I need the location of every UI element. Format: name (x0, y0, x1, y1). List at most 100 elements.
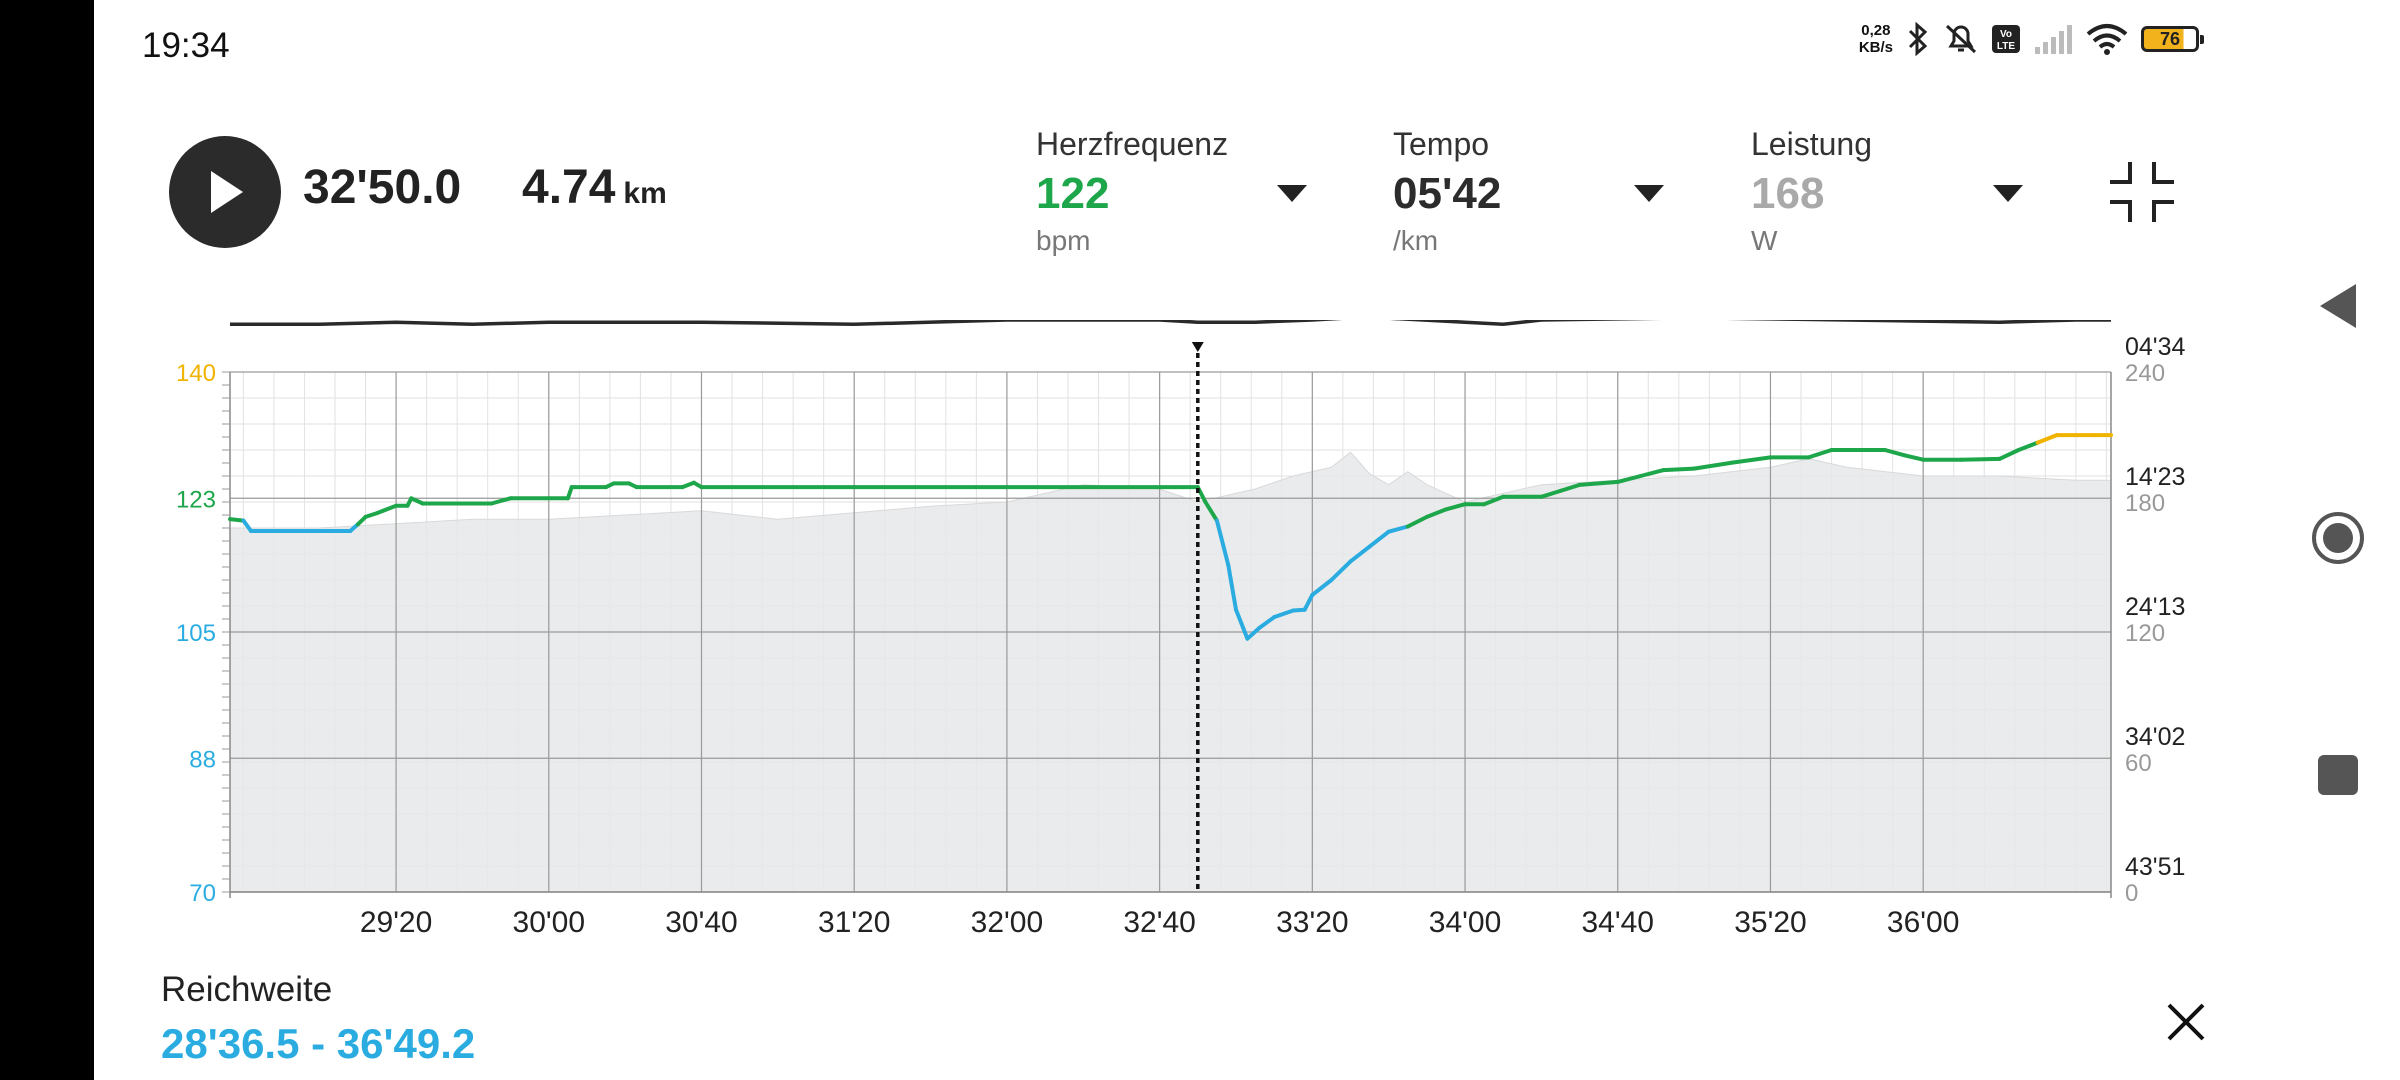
net-speed: 0,28 KB/s (1859, 22, 1893, 56)
android-nav-bar (2274, 0, 2400, 1080)
power-dropdown-icon[interactable] (1993, 185, 2023, 202)
exit-fullscreen-icon[interactable] (2108, 160, 2176, 224)
power-area (229, 451, 2112, 893)
heart-rate-segment (1558, 482, 1582, 493)
heart-rate-segment (241, 518, 253, 533)
status-icons: 0,28 KB/s Vo LTE 7 (1859, 22, 2204, 56)
x-tick-label: 30'00 (513, 906, 585, 939)
heart-rate-segment (1902, 453, 1926, 462)
x-tick-label: 36'00 (1887, 906, 1959, 939)
heart-rate-segment (1615, 474, 1643, 484)
metric-pace[interactable]: Tempo 05'42 /km (1393, 126, 1501, 257)
metric-power[interactable]: Leistung 168 W (1751, 126, 1872, 257)
power-axis-label: 0 (2125, 880, 2138, 907)
svg-text:Vo: Vo (2000, 29, 2012, 40)
metric-pace-unit: /km (1393, 225, 1439, 256)
heart-rate-segment (680, 480, 696, 490)
net-speed-unit: KB/s (1858, 39, 1893, 56)
signal-icon (2035, 25, 2072, 54)
play-icon (211, 171, 243, 213)
workout-chart[interactable]: 29'20 30'00 30'40 31'20 32'00 32'40 33'20 34'00… (94, 320, 2274, 940)
heart-rate-series (228, 433, 2113, 641)
x-tick-label: 34'40 (1582, 906, 1654, 939)
power-series (229, 451, 2112, 893)
pace-axis-label: 43'51 (2125, 853, 2185, 881)
heart-rate-segment (363, 511, 379, 519)
home-icon[interactable] (2311, 511, 2365, 565)
heart-rate-segment (1245, 626, 1261, 641)
battery-icon: 76 (2141, 26, 2204, 52)
metric-power-value: 168 (1751, 169, 1825, 218)
heart-rate-segment (1214, 518, 1231, 568)
battery-level: 76 (2159, 28, 2181, 49)
pace-dropdown-icon[interactable] (1634, 185, 1664, 202)
heart-rate-segment (1367, 529, 1391, 549)
back-icon[interactable] (2318, 282, 2358, 330)
heart-rate-segment (1272, 608, 1296, 620)
heart-rate-segment (2016, 440, 2040, 452)
mute-bell-icon (1945, 24, 1977, 54)
heart-rate-segment (409, 496, 425, 506)
metric-heart-rate[interactable]: Herzfrequenz 122 bpm (1036, 126, 1228, 257)
x-tick-label: 33'20 (1276, 906, 1348, 939)
heart-rate-segment (1424, 507, 1448, 519)
heart-rate-segment (375, 503, 399, 516)
x-tick-label: 32'40 (1123, 906, 1195, 939)
pace-line (230, 320, 2111, 327)
heart-rate-segment (1539, 488, 1563, 499)
heart-rate-segment (1692, 460, 1735, 471)
metric-pace-value: 05'42 (1393, 169, 1502, 218)
metric-pace-label: Tempo (1393, 126, 1490, 162)
play-button[interactable] (169, 136, 281, 248)
metric-power-unit: W (1751, 225, 1778, 256)
distance-value: 4.74 (522, 161, 616, 214)
status-time: 19:34 (142, 26, 230, 65)
metric-heart-rate-unit: bpm (1036, 225, 1091, 256)
heart-rate-segment (1405, 514, 1429, 529)
heart-rate-segment (1386, 524, 1410, 534)
x-tick-label: 29'20 (360, 906, 432, 939)
heart-rate-segment (1226, 563, 1238, 612)
heart-rate-segment (489, 496, 513, 506)
heart-rate-segment (1443, 502, 1467, 512)
wifi-icon (2086, 24, 2128, 55)
distance: 4.74 km (522, 160, 667, 215)
heart-rate-segment (1730, 455, 1773, 465)
cursor-marker (1191, 342, 1204, 352)
x-tick-label: 34'00 (1429, 906, 1501, 939)
heart-rate-dropdown-icon[interactable] (1277, 185, 1307, 202)
pace-axis-label: 04'34 (2125, 333, 2185, 361)
range-value: 28'36.5 - 36'49.2 (161, 1020, 476, 1067)
power-axis-label: 240 (2125, 360, 2165, 387)
pace-axis-label: 24'13 (2125, 593, 2185, 621)
heart-rate-segment (1661, 466, 1697, 473)
metric-power-label: Leistung (1751, 126, 1872, 162)
hr-axis-label: 140 (176, 360, 216, 387)
heart-rate-segment (1577, 479, 1620, 487)
app-screen: 19:34 0,28 KB/s Vo LTE (94, 0, 2274, 1080)
hr-axis-label: 70 (189, 880, 216, 907)
heart-rate-segment (1883, 448, 1907, 458)
chart-grid-major (222, 371, 2112, 898)
heart-rate-segment (1302, 592, 1315, 612)
heart-rate-segment (1959, 456, 2002, 462)
heart-rate-segment (1329, 559, 1353, 582)
x-tick-label: 30'40 (665, 906, 737, 939)
recents-icon[interactable] (2318, 755, 2358, 795)
heart-rate-segment (1482, 494, 1506, 507)
heart-rate-segment (2035, 433, 2059, 445)
heart-rate-segment (1638, 468, 1666, 478)
power-axis-label: 180 (2125, 490, 2165, 517)
heart-rate-segment (1310, 578, 1334, 597)
heart-rate-segment (1348, 544, 1372, 564)
heart-rate-segment (1806, 448, 1834, 460)
pace-axis-label: 34'02 (2125, 723, 2185, 751)
hr-axis-label: 123 (176, 486, 216, 513)
svg-text:LTE: LTE (1997, 41, 2015, 52)
chart-axis-labels: 29'20 30'00 30'40 31'20 32'00 32'40 33'20 34'00… (176, 333, 2186, 939)
metric-heart-rate-value: 122 (1036, 169, 1110, 218)
volte-icon: Vo LTE (1992, 25, 2020, 53)
close-icon[interactable] (2161, 997, 2211, 1047)
chart-cursor (1191, 342, 1204, 892)
pace-axis-label: 14'23 (2125, 463, 2185, 491)
